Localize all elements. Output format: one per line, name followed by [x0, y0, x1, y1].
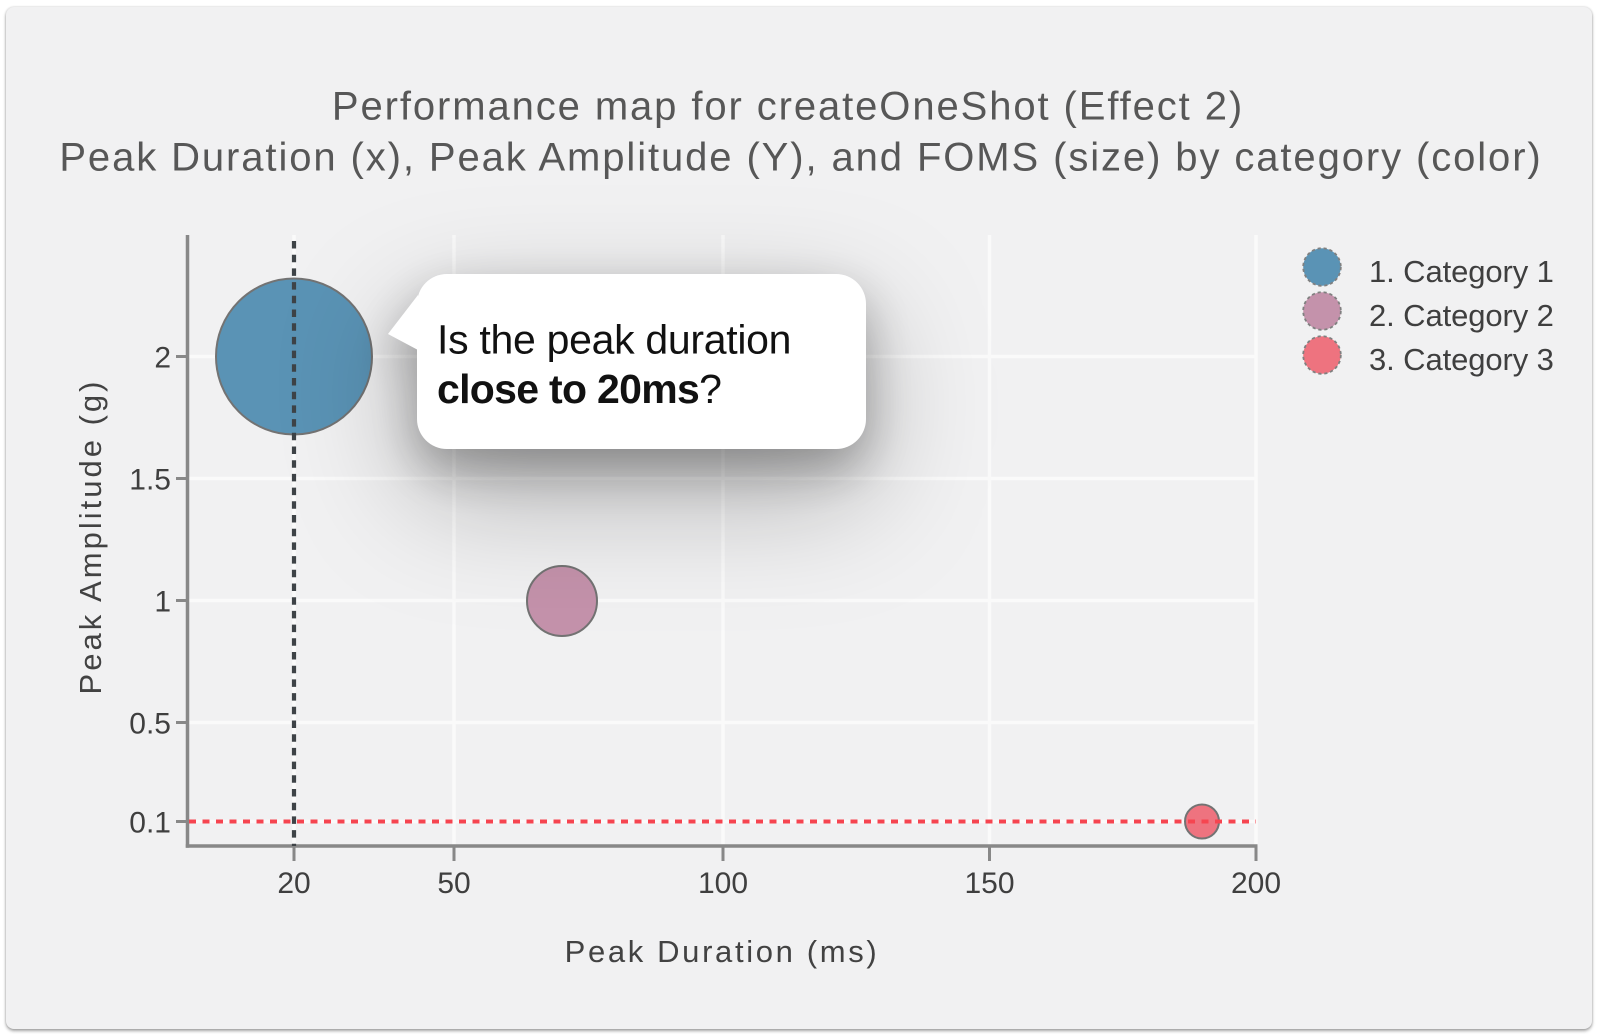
svg-text:1. Category 1: 1. Category 1 — [1369, 254, 1554, 289]
svg-text:Peak Duration (x), Peak Amplit: Peak Duration (x), Peak Amplitude (Y), a… — [59, 136, 1542, 180]
svg-text:3. Category 3: 3. Category 3 — [1369, 342, 1554, 377]
svg-text:2: 2 — [154, 342, 171, 375]
svg-text:Performance map for createOneS: Performance map for createOneShot (Effec… — [332, 85, 1244, 129]
svg-text:2. Category 2: 2. Category 2 — [1369, 298, 1554, 333]
svg-text:50: 50 — [437, 867, 470, 900]
svg-text:Peak Duration (ms): Peak Duration (ms) — [565, 934, 880, 969]
svg-text:Peak Amplitude (g): Peak Amplitude (g) — [73, 379, 108, 695]
svg-text:0.5: 0.5 — [129, 708, 171, 741]
svg-text:100: 100 — [698, 867, 748, 900]
svg-text:150: 150 — [964, 867, 1014, 900]
svg-text:20: 20 — [277, 867, 310, 900]
svg-text:1: 1 — [154, 586, 171, 619]
svg-text:0.1: 0.1 — [129, 807, 171, 840]
svg-text:1.5: 1.5 — [129, 464, 171, 497]
svg-text:200: 200 — [1231, 867, 1281, 900]
